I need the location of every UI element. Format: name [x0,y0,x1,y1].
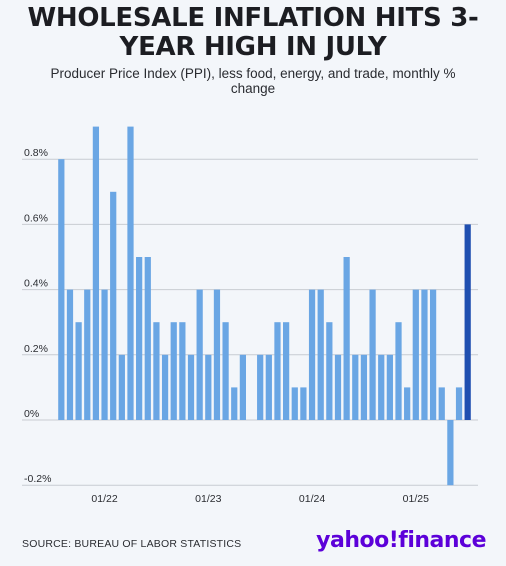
bar-11-22 [187,354,195,420]
bar-08-24 [369,289,376,420]
bar-02-25 [421,289,428,420]
bar-09-24 [378,354,385,420]
x-axis-ticks: 01/22 01/23 01/24 01/25 [91,493,429,505]
bar-07-23 [257,354,264,420]
bar-09-22 [170,322,177,420]
bar-03-25 [429,289,437,420]
bar-11-24 [395,322,402,420]
bar-12-21 [92,126,100,420]
bar-01-23 [205,354,212,420]
bar-12-24 [404,387,411,420]
bar-09-23 [274,322,281,420]
bar-10-21 [75,322,82,420]
bar-01-25 [412,289,419,420]
y-tick-label: -0.2% [24,473,51,485]
gridlines [22,158,478,486]
bar-10-24 [386,354,393,420]
bar-04-25 [438,387,445,420]
bar-07-25 [464,224,471,420]
yahoo-finance-logo: yahoo!finance [316,528,486,553]
bar-03-24 [326,322,333,420]
y-tick-label: 0.4% [24,278,48,290]
y-tick-label: 0% [24,408,39,420]
bar-12-23 [300,387,307,420]
source-note: SOURCE: BUREAU OF LABOR STATISTICS [22,538,242,550]
y-tick-label: 0.2% [24,343,48,355]
bar-11-21 [84,289,91,420]
chart-subtitle: Producer Price Index (PPI), less food, e… [50,66,456,96]
bar-04-22 [127,126,134,420]
bar-06-25 [455,387,463,420]
bar-07-24 [360,354,368,420]
bar-01-24 [308,289,316,420]
bar-04-23 [231,387,238,420]
bars [58,126,471,486]
bar-05-23 [239,354,246,420]
bar-05-22 [136,257,143,420]
bar-08-21 [58,159,65,420]
bar-06-24 [352,354,359,420]
bar-03-23 [222,322,229,420]
bar-02-22 [110,191,117,420]
y-axis-ticks: -0.2% 0% 0.2% 0.4% 0.6% 0.8% [24,147,51,485]
bar-03-22 [118,354,125,420]
bar-06-22 [144,257,151,420]
x-tick-label: 01/23 [195,493,221,505]
chart-title: WHOLESALE INFLATION HITS 3-YEAR HIGH IN … [27,3,479,62]
bar-08-23 [265,354,272,420]
y-tick-label: 0.6% [24,212,48,224]
bar-01-22 [101,289,108,420]
bar-11-23 [291,387,298,420]
bar-05-25 [447,420,454,486]
x-tick-label: 01/25 [403,493,429,505]
x-tick-label: 01/22 [91,493,117,505]
bar-02-23 [213,289,221,420]
bar-04-24 [334,354,342,420]
bar-10-23 [283,322,290,420]
bar-02-24 [317,289,324,420]
y-tick-label: 0.8% [24,147,48,159]
bar-05-24 [343,257,350,420]
bar-07-22 [153,322,160,420]
bar-12-22 [196,289,203,420]
bar-10-22 [179,322,186,420]
bar-08-22 [161,354,169,420]
bar-09-21 [66,289,74,420]
x-tick-label: 01/24 [299,493,325,505]
